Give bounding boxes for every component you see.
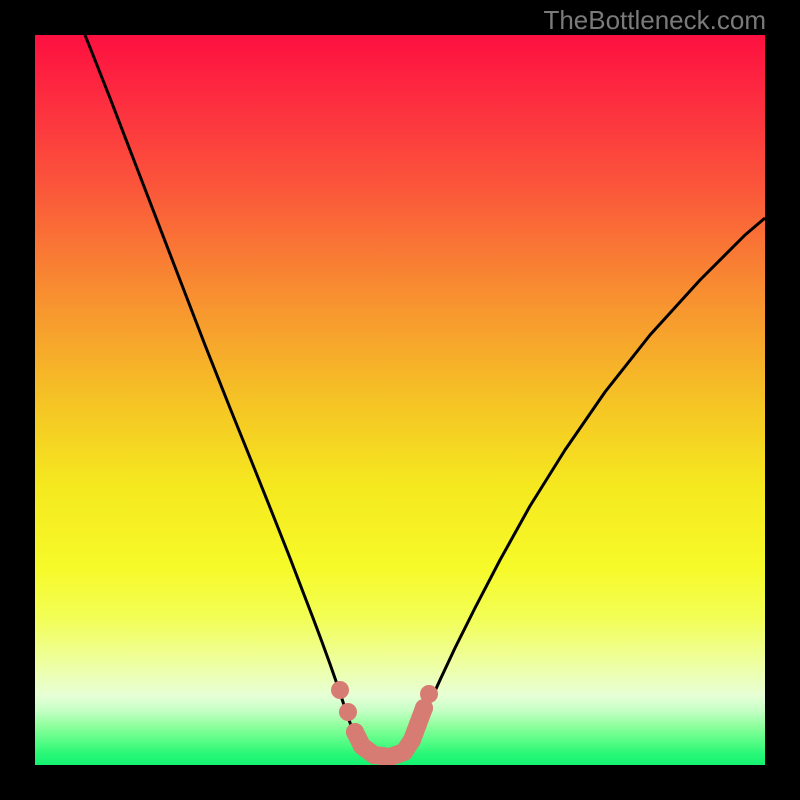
gradient-rect bbox=[35, 35, 765, 765]
watermark-text: TheBottleneck.com bbox=[543, 5, 766, 36]
highlight-dot bbox=[409, 715, 427, 733]
highlight-dot bbox=[420, 685, 438, 703]
highlight-dot bbox=[331, 681, 349, 699]
highlight-dot bbox=[339, 703, 357, 721]
bottleneck-curve-chart bbox=[0, 0, 800, 800]
highlight-dot bbox=[365, 746, 383, 764]
highlight-dot bbox=[403, 731, 421, 749]
